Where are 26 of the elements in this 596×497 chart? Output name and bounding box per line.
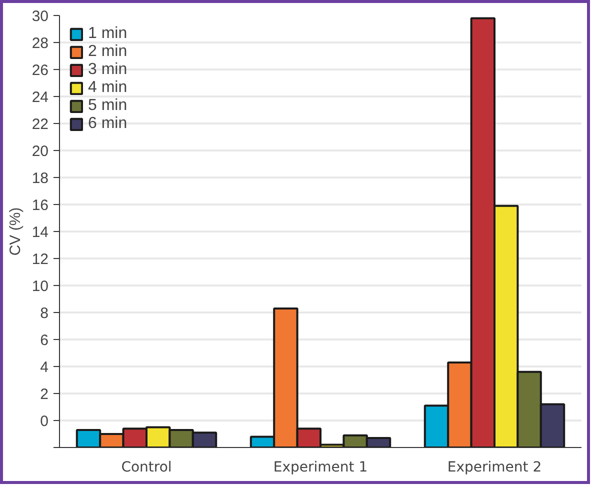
y-tick-label: 8: [40, 305, 48, 322]
y-tick-label: 30: [32, 8, 49, 25]
y-tick-label: 10: [32, 278, 49, 295]
y-tick-label: 12: [32, 251, 49, 268]
legend-label: 6 min: [88, 115, 128, 133]
y-tick-label: 14: [32, 224, 49, 241]
y-axis-title: CV (%): [6, 207, 24, 256]
legend-label: 1 min: [88, 25, 128, 43]
y-tick-label: 6: [40, 332, 48, 349]
x-tick-label: Experiment 2: [447, 460, 542, 476]
legend-label: 5 min: [88, 97, 128, 115]
legend-label: 2 min: [88, 43, 128, 61]
x-tick-label: Control: [121, 460, 172, 476]
y-tick-label: 26: [32, 62, 49, 79]
y-tick-label: 20: [32, 143, 49, 160]
y-tick-label: 24: [32, 89, 49, 106]
legend-label: 4 min: [88, 79, 128, 97]
x-tick-label: Experiment 1: [273, 460, 368, 476]
y-tick-label: 0: [40, 413, 48, 430]
y-tick-label: 18: [32, 170, 49, 187]
y-tick-label: 4: [40, 359, 48, 376]
legend-label: 3 min: [88, 61, 128, 79]
y-tick-label: 28: [32, 35, 49, 52]
y-tick-label: 2: [40, 386, 48, 403]
y-tick-label: 16: [32, 197, 49, 214]
y-tick-label: 22: [32, 116, 49, 133]
